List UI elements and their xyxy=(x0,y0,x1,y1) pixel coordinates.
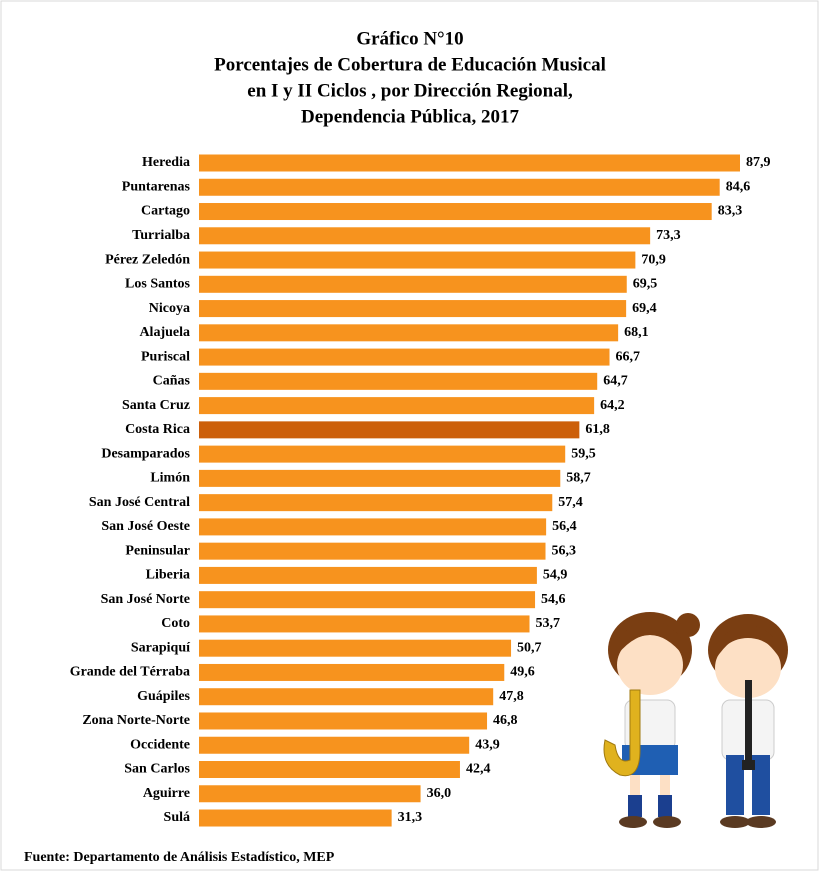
bar xyxy=(199,397,594,414)
value-label: 64,2 xyxy=(600,398,625,413)
value-label: 54,6 xyxy=(541,592,566,607)
bar xyxy=(199,421,579,438)
y-tick-label: Heredia xyxy=(142,155,190,170)
y-tick-label: San José Central xyxy=(89,495,190,510)
value-label: 58,7 xyxy=(566,471,591,486)
bar xyxy=(199,591,535,608)
chart-title: en I y II Ciclos , por Dirección Regiona… xyxy=(247,80,573,101)
bar xyxy=(199,446,565,463)
value-label: 64,7 xyxy=(603,374,628,389)
bar xyxy=(199,615,530,632)
value-label: 83,3 xyxy=(718,204,743,219)
value-label: 68,1 xyxy=(624,325,649,340)
y-tick-label: Santa Cruz xyxy=(122,398,190,413)
y-tick-label: Limón xyxy=(150,471,190,486)
y-tick-label: Liberia xyxy=(146,568,190,583)
bar xyxy=(199,494,552,511)
value-label: 36,0 xyxy=(427,786,452,801)
value-label: 84,6 xyxy=(726,179,751,194)
value-label: 46,8 xyxy=(493,713,518,728)
chart: Gráfico N°10 Porcentajes de Cobertura de … xyxy=(0,0,819,871)
value-label: 56,4 xyxy=(552,519,577,534)
y-tick-label: Peninsular xyxy=(125,543,190,558)
value-label: 54,9 xyxy=(543,568,568,583)
y-tick-label: Guápiles xyxy=(137,689,190,704)
bar xyxy=(199,712,487,729)
value-label: 31,3 xyxy=(398,810,423,825)
bar xyxy=(199,227,650,244)
y-tick-label: Coto xyxy=(161,616,190,631)
bar xyxy=(199,567,537,584)
y-tick-label: Occidente xyxy=(130,737,190,752)
bar xyxy=(199,203,712,220)
y-tick-label: Zona Norte-Norte xyxy=(82,713,190,728)
bar xyxy=(199,179,720,196)
value-label: 50,7 xyxy=(517,640,542,655)
bar xyxy=(199,737,469,754)
y-tick-label: Costa Rica xyxy=(125,422,190,437)
bar xyxy=(199,640,511,657)
bar xyxy=(199,470,560,487)
y-tick-label: San José Oeste xyxy=(101,519,190,534)
value-label: 53,7 xyxy=(536,616,561,631)
value-label: 59,5 xyxy=(571,446,596,461)
bar xyxy=(199,785,421,802)
y-tick-label: Puntarenas xyxy=(122,179,191,194)
bar xyxy=(199,761,460,778)
value-label: 69,5 xyxy=(633,277,658,292)
value-label: 73,3 xyxy=(656,228,681,243)
bar xyxy=(199,518,546,535)
chart-title: Gráfico N°10 xyxy=(356,28,463,49)
bar xyxy=(199,664,504,681)
bar xyxy=(199,810,392,827)
y-tick-label: Pérez Zeledón xyxy=(105,252,190,267)
bar xyxy=(199,276,627,293)
bar xyxy=(199,349,610,366)
value-label: 57,4 xyxy=(558,495,583,510)
bar xyxy=(199,300,626,317)
y-tick-label: San Carlos xyxy=(124,762,190,777)
y-tick-label: Grande del Térraba xyxy=(70,665,190,680)
y-tick-label: Sulá xyxy=(164,810,190,825)
value-label: 47,8 xyxy=(499,689,524,704)
bar xyxy=(199,324,618,341)
value-label: 87,9 xyxy=(746,155,771,170)
y-tick-label: Aguirre xyxy=(143,786,190,801)
y-tick-label: Puriscal xyxy=(141,349,190,364)
value-label: 66,7 xyxy=(616,349,641,364)
value-label: 61,8 xyxy=(585,422,610,437)
value-label: 70,9 xyxy=(641,252,666,267)
y-tick-label: San José Norte xyxy=(101,592,190,607)
bar xyxy=(199,252,635,269)
value-label: 69,4 xyxy=(632,301,657,316)
y-tick-label: Desamparados xyxy=(101,446,190,461)
y-tick-label: Cartago xyxy=(141,204,190,219)
y-tick-label: Los Santos xyxy=(125,277,191,292)
y-tick-label: Cañas xyxy=(153,374,191,389)
value-label: 43,9 xyxy=(475,737,500,752)
value-label: 49,6 xyxy=(510,665,535,680)
value-label: 42,4 xyxy=(466,762,491,777)
source-note: Fuente: Departamento de Análisis Estadís… xyxy=(24,850,335,865)
page: Gráfico N°10 Porcentajes de Cobertura de … xyxy=(0,0,819,871)
y-tick-label: Nicoya xyxy=(149,301,190,316)
value-label: 56,3 xyxy=(552,543,577,558)
y-tick-label: Alajuela xyxy=(139,325,190,340)
bar xyxy=(199,688,493,705)
bar xyxy=(199,155,740,172)
chart-title: Dependencia Pública, 2017 xyxy=(301,106,519,127)
y-tick-label: Turrialba xyxy=(132,228,190,243)
chart-title: Porcentajes de Cobertura de Educación Mu… xyxy=(214,54,606,75)
bar xyxy=(199,373,597,390)
bar xyxy=(199,543,546,560)
y-tick-label: Sarapiquí xyxy=(131,640,191,655)
